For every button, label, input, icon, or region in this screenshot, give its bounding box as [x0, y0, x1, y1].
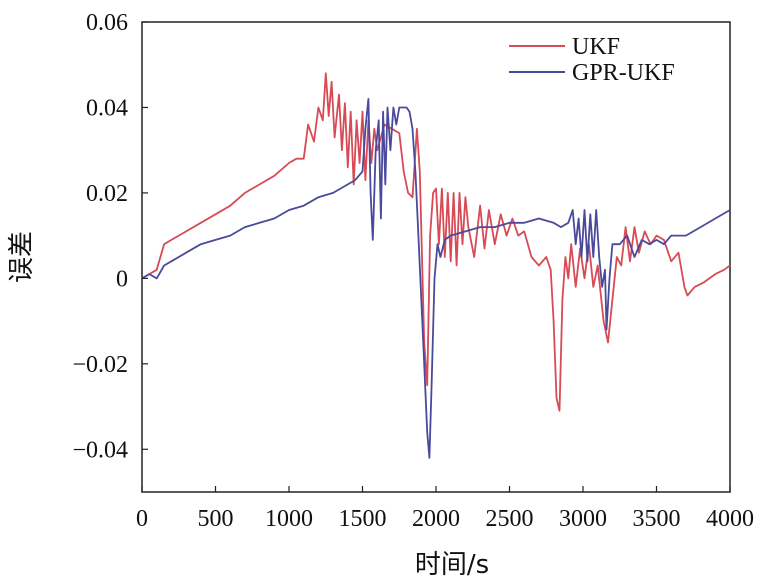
- x-tick-label: 0: [136, 506, 148, 532]
- series-layer: [141, 72, 731, 459]
- x-tick-label: 2000: [412, 506, 460, 532]
- legend-label-gpr-ukf: GPR-UKF: [572, 60, 675, 86]
- x-tick-label: 4000: [706, 506, 754, 532]
- series-line-gpr-ukf: [141, 98, 731, 459]
- y-tick-label: 0.06: [86, 10, 128, 36]
- y-axis-title: 误差: [7, 231, 37, 283]
- x-tick-label: 2500: [486, 506, 534, 532]
- x-tick-label: 500: [198, 506, 234, 532]
- y-tick-label: 0.04: [86, 95, 128, 121]
- series-line-ukf: [141, 72, 731, 412]
- y-tick-label: −0.04: [72, 437, 128, 463]
- plot-area: 0 500 1000 1500 2000 2500 3000 3500 4000 0.06 0.04…: [72, 10, 754, 532]
- x-tick-label: 3000: [559, 506, 607, 532]
- legend-label-ukf: UKF: [572, 34, 620, 60]
- tick-layer: 0 500 1000 1500 2000 2500 3000 3500 4000 0.06 0.04…: [72, 10, 754, 532]
- y-tick-label: −0.02: [72, 352, 128, 378]
- x-tick-label: 3500: [633, 506, 681, 532]
- x-tick-label: 1000: [265, 506, 313, 532]
- x-tick-label: 1500: [339, 506, 387, 532]
- y-tick-label: 0: [116, 266, 128, 292]
- x-axis-title: 时间/s: [415, 550, 489, 580]
- y-tick-label: 0.02: [86, 181, 128, 207]
- legend: UKF GPR-UKF: [509, 34, 675, 86]
